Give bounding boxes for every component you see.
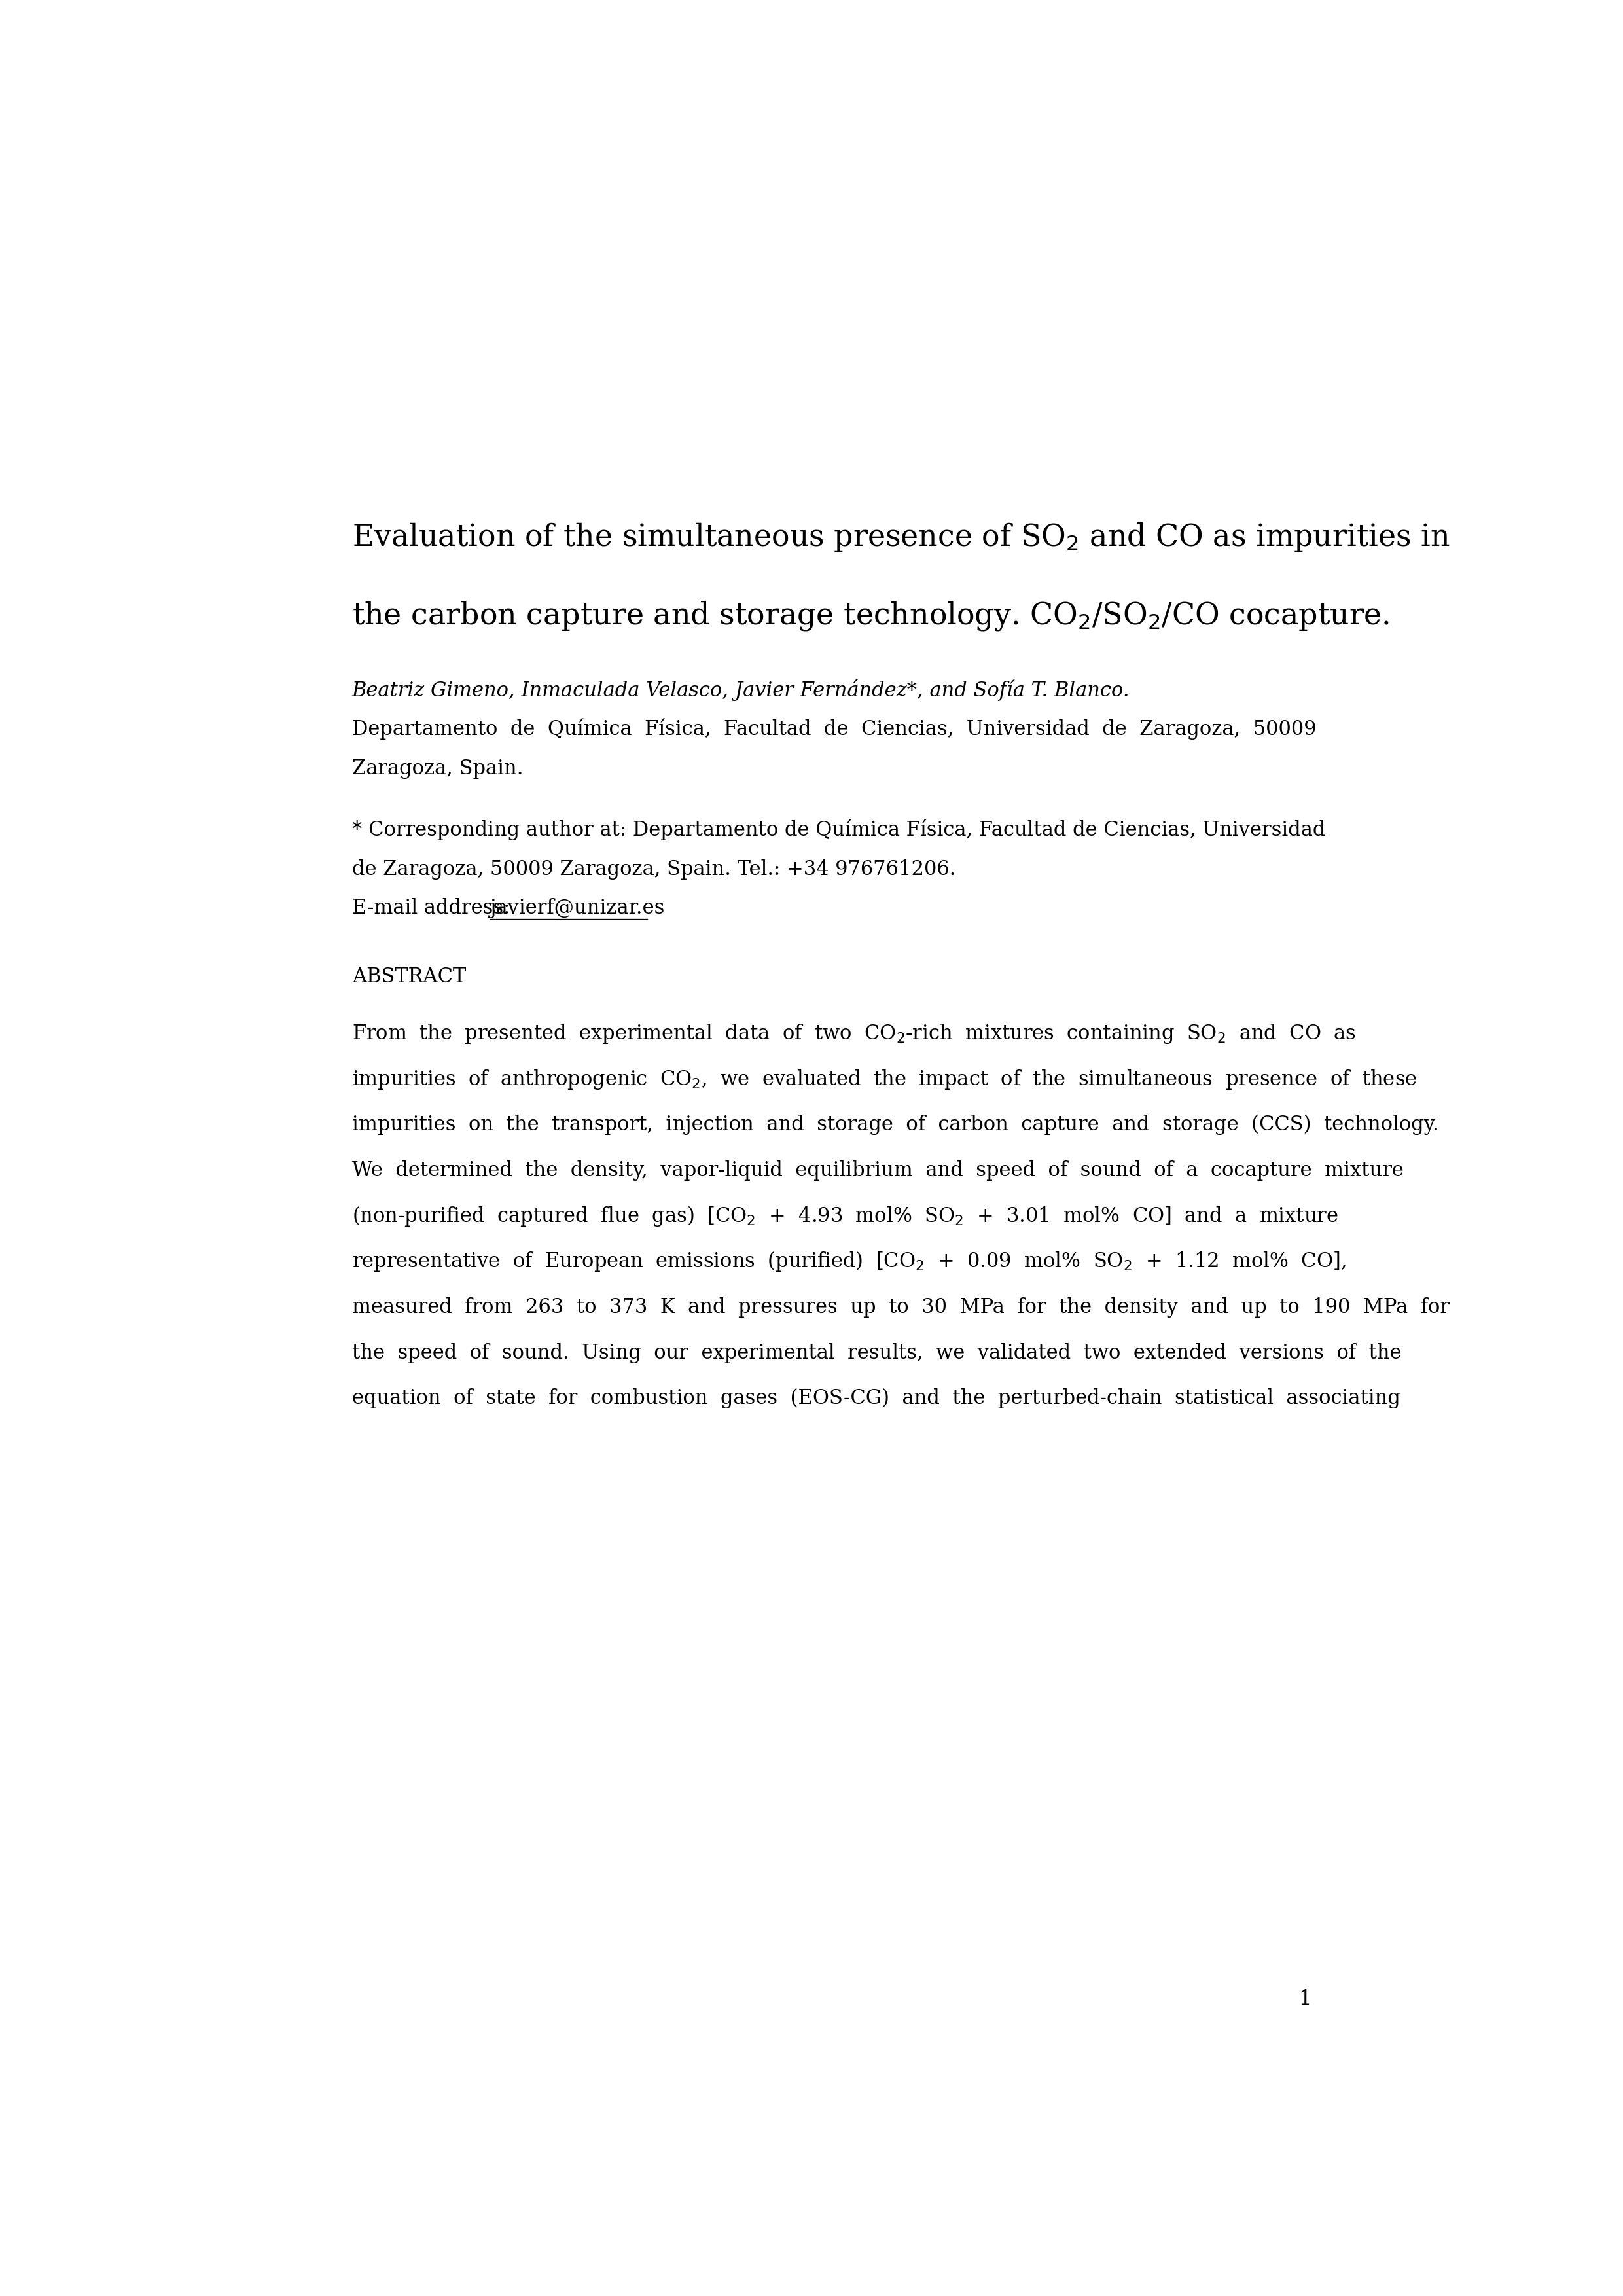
Text: the carbon capture and storage technology. CO$_2$/SO$_2$/CO cocapture.: the carbon capture and storage technolog…	[352, 599, 1389, 631]
Text: equation  of  state  for  combustion  gases  (EOS-CG)  and  the  perturbed-chain: equation of state for combustion gases (…	[352, 1389, 1401, 1410]
Text: Beatriz Gimeno, Inmaculada Velasco, Javier Fernández*, and Sofía T. Blanco.: Beatriz Gimeno, Inmaculada Velasco, Javi…	[352, 680, 1130, 700]
Text: the  speed  of  sound.  Using  our  experimental  results,  we  validated  two  : the speed of sound. Using our experiment…	[352, 1343, 1401, 1364]
Text: (non-purified  captured  flue  gas)  [CO$_2$  +  4.93  mol%  SO$_2$  +  3.01  mo: (non-purified captured flue gas) [CO$_2$…	[352, 1203, 1337, 1228]
Text: * Corresponding author at: Departamento de Química Física, Facultad de Ciencias,: * Corresponding author at: Departamento …	[352, 820, 1326, 840]
Text: E-mail address:: E-mail address:	[352, 898, 523, 918]
Text: 1: 1	[1298, 1988, 1311, 2009]
Text: measured  from  263  to  373  K  and  pressures  up  to  30  MPa  for  the  dens: measured from 263 to 373 K and pressures…	[352, 1297, 1449, 1318]
Text: de Zaragoza, 50009 Zaragoza, Spain. Tel.: +34 976761206.: de Zaragoza, 50009 Zaragoza, Spain. Tel.…	[352, 859, 956, 879]
Text: Evaluation of the simultaneous presence of SO$_2$ and CO as impurities in: Evaluation of the simultaneous presence …	[352, 521, 1449, 553]
Text: representative  of  European  emissions  (purified)  [CO$_2$  +  0.09  mol%  SO$: representative of European emissions (pu…	[352, 1249, 1345, 1274]
Text: javierf@unizar.es: javierf@unizar.es	[490, 898, 665, 918]
Text: We  determined  the  density,  vapor-liquid  equilibrium  and  speed  of  sound : We determined the density, vapor-liquid …	[352, 1159, 1404, 1180]
Text: impurities  of  anthropogenic  CO$_2$,  we  evaluated  the  impact  of  the  sim: impurities of anthropogenic CO$_2$, we e…	[352, 1068, 1417, 1091]
Text: ABSTRACT: ABSTRACT	[352, 967, 466, 987]
Text: Zaragoza, Spain.: Zaragoza, Spain.	[352, 758, 523, 778]
Text: From  the  presented  experimental  data  of  two  CO$_2$-rich  mixtures  contai: From the presented experimental data of …	[352, 1022, 1355, 1045]
Text: impurities  on  the  transport,  injection  and  storage  of  carbon  capture  a: impurities on the transport, injection a…	[352, 1114, 1438, 1134]
Text: Departamento  de  Química  Física,  Facultad  de  Ciencias,  Universidad  de  Za: Departamento de Química Física, Facultad…	[352, 719, 1316, 739]
